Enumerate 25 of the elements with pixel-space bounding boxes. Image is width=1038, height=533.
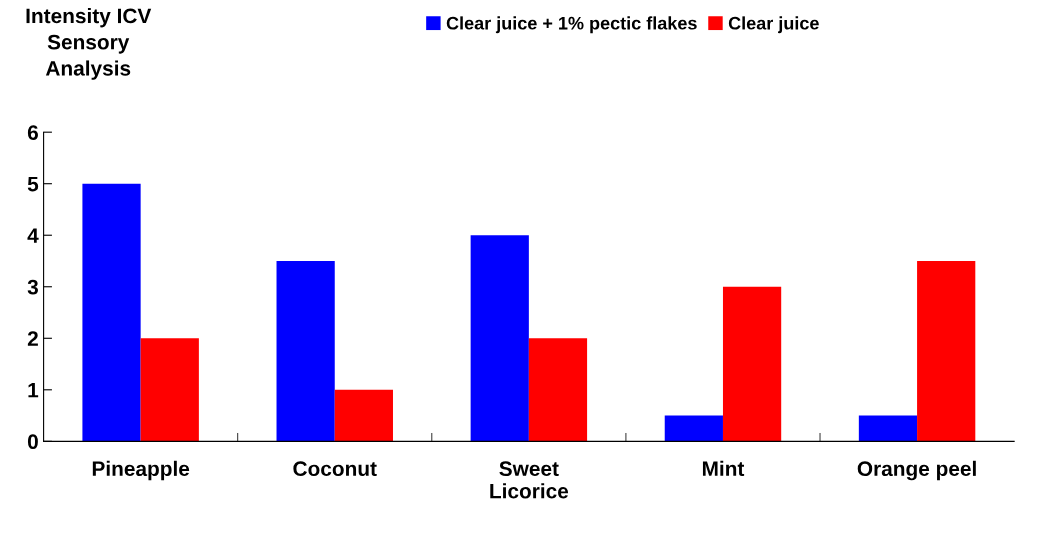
y-tick-label: 1 (28, 383, 39, 398)
bar (276, 260, 335, 442)
x-tick-label: Sweet Licorice (490, 461, 569, 499)
legend-label: Clear juice (728, 16, 819, 34)
y-tick-label: 3 (27, 279, 38, 295)
x-tick-label: Orange peel (857, 460, 976, 481)
y-axis-title: Intensity ICV Sensory Analysis (26, 7, 152, 80)
bar (858, 415, 918, 442)
x-tick-label: Mint (702, 460, 745, 477)
bar (528, 338, 588, 442)
x-tick-label: Pineapple (92, 460, 190, 481)
x-tick-label: Coconut (293, 461, 377, 477)
y-tick-label: 5 (27, 176, 39, 192)
bar (722, 286, 782, 442)
bar (664, 415, 723, 442)
bar (470, 235, 529, 442)
y-tick-label: 0 (27, 434, 38, 450)
y-tick-label: 2 (27, 331, 38, 346)
bar (334, 389, 393, 442)
legend-label: Clear juice + 1% pectic flakes (446, 16, 697, 34)
bar (917, 260, 976, 442)
bar (140, 338, 199, 442)
y-tick-label: 4 (27, 228, 39, 243)
bar (82, 183, 141, 442)
y-tick-label: 6 (27, 125, 38, 140)
